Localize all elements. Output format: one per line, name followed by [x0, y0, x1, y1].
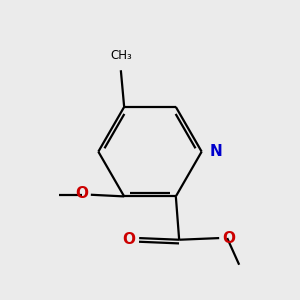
Text: O: O [75, 186, 88, 201]
Text: O: O [222, 231, 235, 246]
Text: CH₃: CH₃ [110, 49, 132, 62]
Text: N: N [210, 144, 223, 159]
Text: O: O [123, 232, 136, 247]
